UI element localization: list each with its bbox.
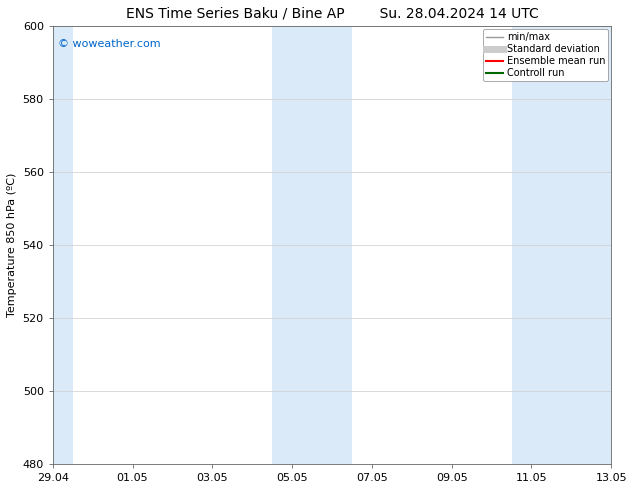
Bar	[512, 26, 611, 464]
Text: © woweather.com: © woweather.com	[58, 39, 161, 49]
Y-axis label: Temperature 850 hPa (ºC): Temperature 850 hPa (ºC)	[7, 173, 17, 318]
Bar	[272, 26, 352, 464]
Legend: min/max, Standard deviation, Ensemble mean run, Controll run: min/max, Standard deviation, Ensemble me…	[482, 29, 609, 81]
Bar	[53, 26, 73, 464]
Title: ENS Time Series Baku / Bine AP        Su. 28.04.2024 14 UTC: ENS Time Series Baku / Bine AP Su. 28.04…	[126, 7, 538, 21]
